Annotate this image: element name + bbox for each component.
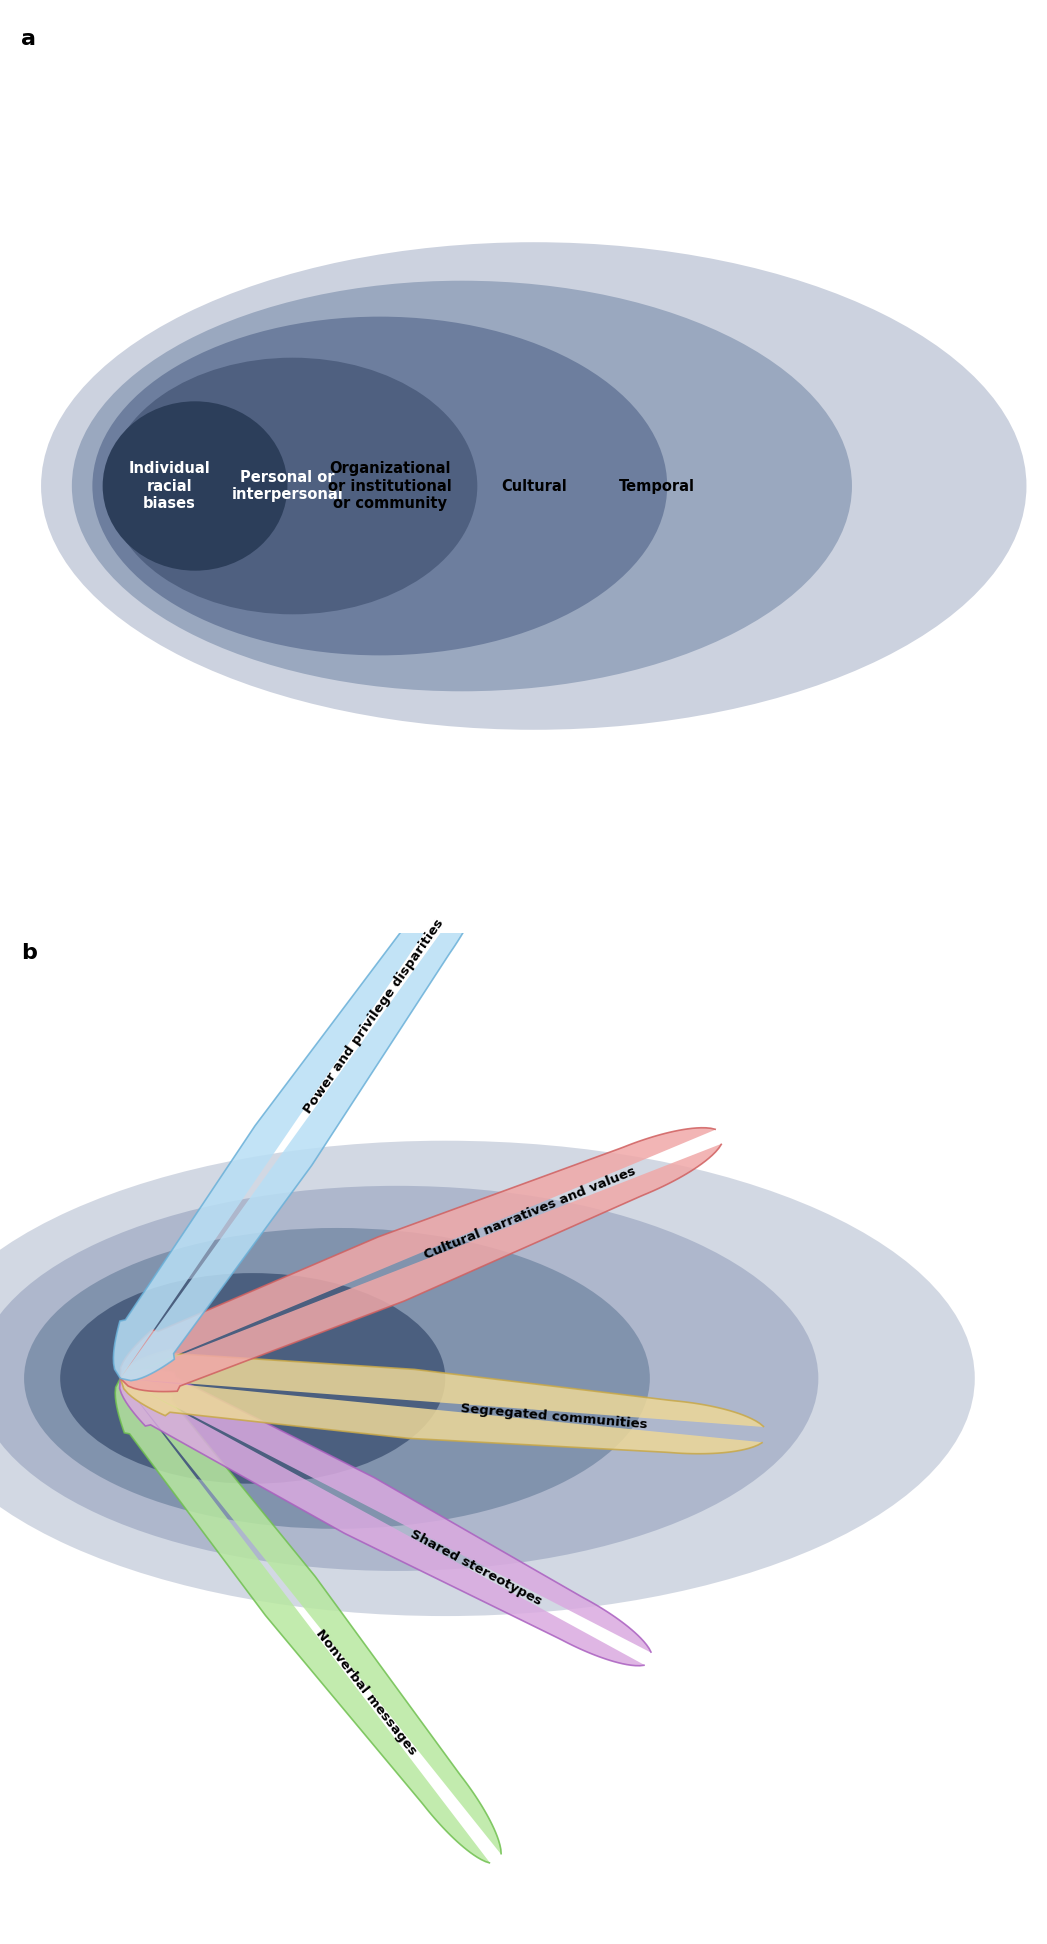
Ellipse shape [108, 358, 477, 614]
Ellipse shape [103, 400, 288, 572]
Ellipse shape [92, 317, 667, 655]
Ellipse shape [0, 1186, 819, 1571]
Text: Cultural narratives and values: Cultural narratives and values [422, 1164, 638, 1262]
Text: Personal or
interpersonal: Personal or interpersonal [231, 470, 343, 502]
Ellipse shape [60, 1273, 445, 1483]
Ellipse shape [0, 1141, 975, 1615]
Text: a: a [21, 29, 36, 49]
Text: Segregated communities: Segregated communities [460, 1402, 648, 1431]
Text: Power and privilege disparities: Power and privilege disparities [302, 916, 446, 1116]
Text: Organizational
or institutional
or community: Organizational or institutional or commu… [328, 461, 452, 511]
Text: b: b [21, 943, 37, 962]
Ellipse shape [24, 1229, 650, 1528]
Text: Nonverbal messages: Nonverbal messages [313, 1627, 419, 1757]
Ellipse shape [41, 243, 1026, 729]
Text: Individual
racial
biases: Individual racial biases [129, 461, 210, 511]
Ellipse shape [72, 280, 852, 692]
Text: Cultural: Cultural [500, 478, 566, 494]
Text: Shared stereotypes: Shared stereotypes [408, 1528, 544, 1608]
Text: Temporal: Temporal [619, 478, 695, 494]
